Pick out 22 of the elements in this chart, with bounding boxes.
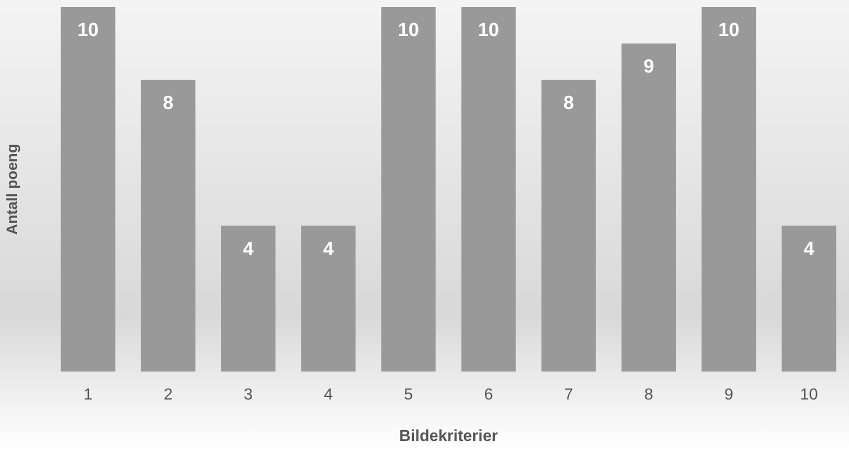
x-tick-label: 2 <box>164 386 173 404</box>
data-label: 8 <box>563 93 574 114</box>
data-label: 10 <box>478 20 500 42</box>
x-tick-label: 7 <box>564 386 574 404</box>
data-label: 10 <box>77 20 99 42</box>
data-label: 4 <box>323 238 334 260</box>
x-tick-label: 6 <box>484 386 494 404</box>
x-tick-label: 5 <box>404 386 413 404</box>
data-label: 10 <box>718 20 740 42</box>
x-tick-label: 10 <box>800 386 818 404</box>
y-axis-title: Antall poeng <box>4 144 22 235</box>
data-label: 4 <box>804 238 815 260</box>
x-tick-label: 9 <box>724 386 734 404</box>
x-tick-label: 4 <box>324 386 333 404</box>
data-label: 9 <box>643 56 654 78</box>
x-tick-label: 1 <box>84 386 93 404</box>
data-label: 8 <box>162 93 174 114</box>
data-label: 4 <box>242 238 254 260</box>
data-label: 10 <box>398 20 420 42</box>
x-tick-label: 3 <box>244 386 253 404</box>
x-tick-label: 8 <box>644 386 654 404</box>
x-axis-title: Bildekriterier <box>399 428 498 445</box>
